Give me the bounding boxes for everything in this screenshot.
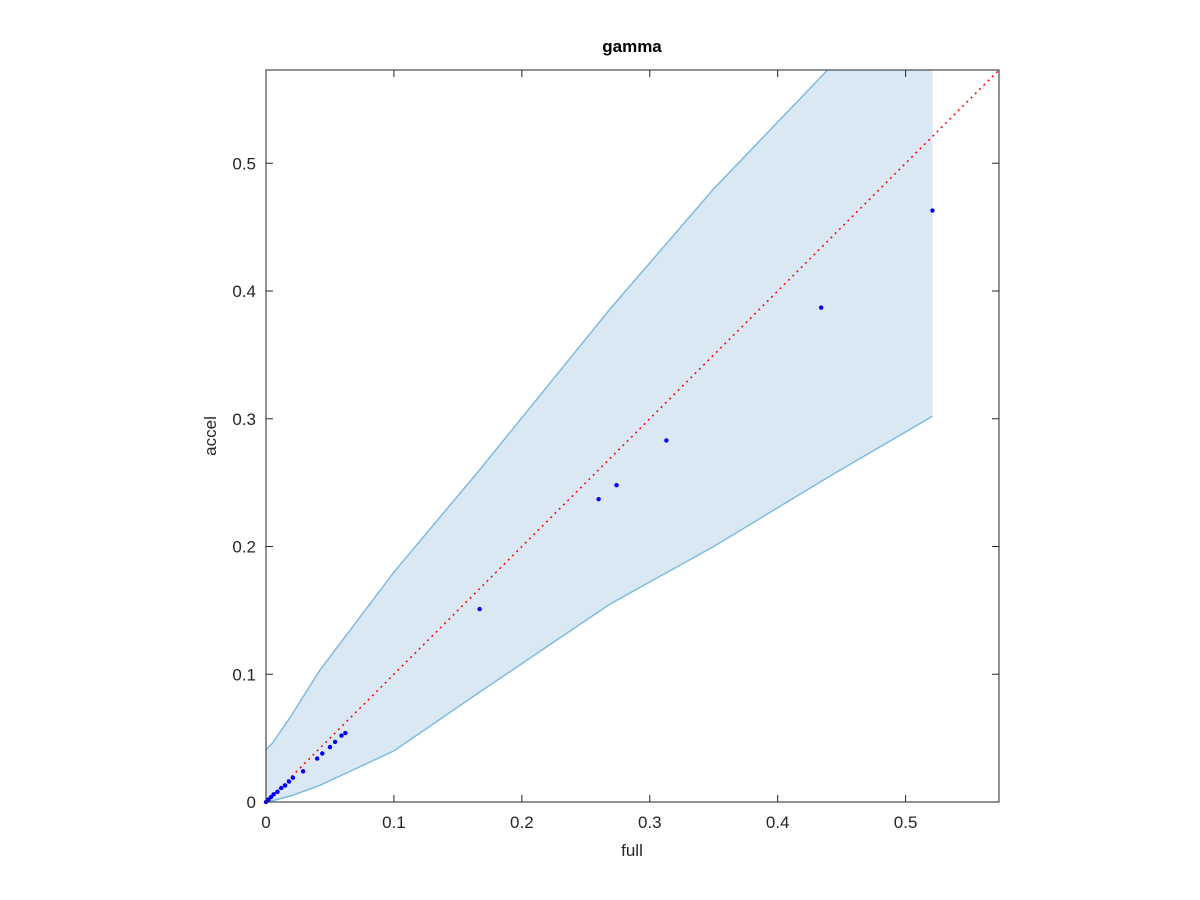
reference-line [266,70,999,802]
plot-area [266,70,999,802]
y-tick-label: 0.5 [232,154,256,173]
data-point [339,733,344,738]
data-point [314,756,320,761]
y-tick-label: 0.4 [232,282,256,301]
data-point [300,769,306,774]
y-tick-label: 0.1 [232,665,256,684]
chart-title: gamma [602,37,662,56]
y-tick-label: 0.3 [232,410,256,429]
y-axis-label: accel [201,416,220,456]
x-axis-label: full [621,841,643,860]
data-point [320,751,325,756]
confidence-band [266,70,933,802]
x-tick-label: 0 [261,813,270,832]
data-point [271,792,276,797]
x-tick-label: 0.3 [638,813,662,832]
data-point [343,730,348,736]
y-tick-label: 0.2 [232,538,256,557]
data-point [290,775,296,780]
data-point [282,783,288,788]
x-tick-label: 0.1 [382,813,406,832]
data-point [275,789,280,794]
data-point [279,785,284,791]
data-point [614,482,619,488]
data-point [818,305,824,310]
data-point [664,438,669,443]
x-tick-label: 0.4 [766,813,790,832]
x-tick-label: 0.5 [894,813,918,832]
axes-box [265,69,1000,803]
band-upper-line [266,70,829,751]
band-lower-line [266,415,933,802]
data-point [930,208,935,213]
x-tick-label: 0.2 [510,813,534,832]
data-point [477,606,482,612]
data-point [327,744,333,750]
data-point [332,739,338,745]
y-tick-label: 0 [247,793,256,812]
data-point [286,779,292,784]
data-point [596,497,601,502]
